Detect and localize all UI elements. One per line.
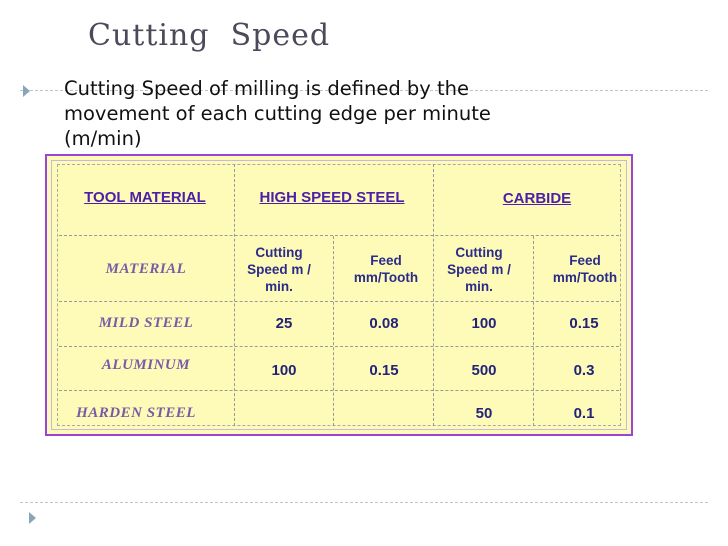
table-divider: [59, 390, 619, 391]
bullet-text: Cutting Speed of milling is defined by t…: [64, 77, 491, 150]
row-carbide-speed: 100: [471, 314, 497, 332]
cutting-speed-table: TOOL MATERIAL HIGH SPEED STEEL CARBIDE M…: [45, 154, 633, 436]
footer-arrow-icon: [29, 512, 36, 524]
subheader-hss-feed: Feed mm/Tooth: [353, 253, 419, 285]
row-hss-speed: [237, 396, 331, 430]
row-carbide-speed: 50: [475, 404, 493, 422]
row-carbide-speed: 500: [471, 361, 497, 379]
row-carbide-feed: 0.3: [573, 361, 595, 379]
table-divider: [533, 236, 534, 426]
row-hss-feed: [337, 396, 431, 430]
table-divider: [59, 235, 619, 236]
bottom-divider: [20, 502, 708, 503]
table-divider: [59, 301, 619, 302]
subheader-hss-cutting-speed: Cutting Speed m / min.: [247, 244, 311, 294]
subheader-carbide-feed: Feed mm/Tooth: [552, 253, 618, 285]
table-inner-border: [57, 164, 621, 426]
row-material: MILD STEEL: [98, 314, 194, 331]
subheader-carbide-cutting-speed: Cutting Speed m / min.: [447, 244, 511, 294]
table-divider: [333, 236, 334, 426]
header-tool-material: TOOL MATERIAL: [84, 188, 206, 206]
table-divider: [234, 164, 235, 426]
row-material: HARDEN STEEL: [76, 404, 196, 421]
header-carbide: CARBIDE: [502, 189, 572, 207]
row-hss-feed: 0.08: [369, 314, 399, 332]
row-hss-feed: 0.15: [369, 361, 399, 379]
table-divider: [433, 164, 434, 426]
top-divider: [20, 90, 708, 91]
slide-title: Cutting Speed: [88, 18, 331, 53]
row-carbide-feed: 0.1: [573, 404, 595, 422]
row-hss-speed: 25: [275, 314, 293, 332]
row-carbide-feed: 0.15: [569, 314, 599, 332]
bullet-arrow-icon: [23, 85, 30, 97]
subheader-material: MATERIAL: [105, 260, 187, 277]
table-divider: [59, 346, 619, 347]
table-frame: [51, 160, 627, 430]
header-high-speed-steel: HIGH SPEED STEEL: [259, 188, 405, 206]
row-hss-speed: 100: [271, 361, 297, 379]
row-material: ALUMINUM: [101, 356, 191, 373]
